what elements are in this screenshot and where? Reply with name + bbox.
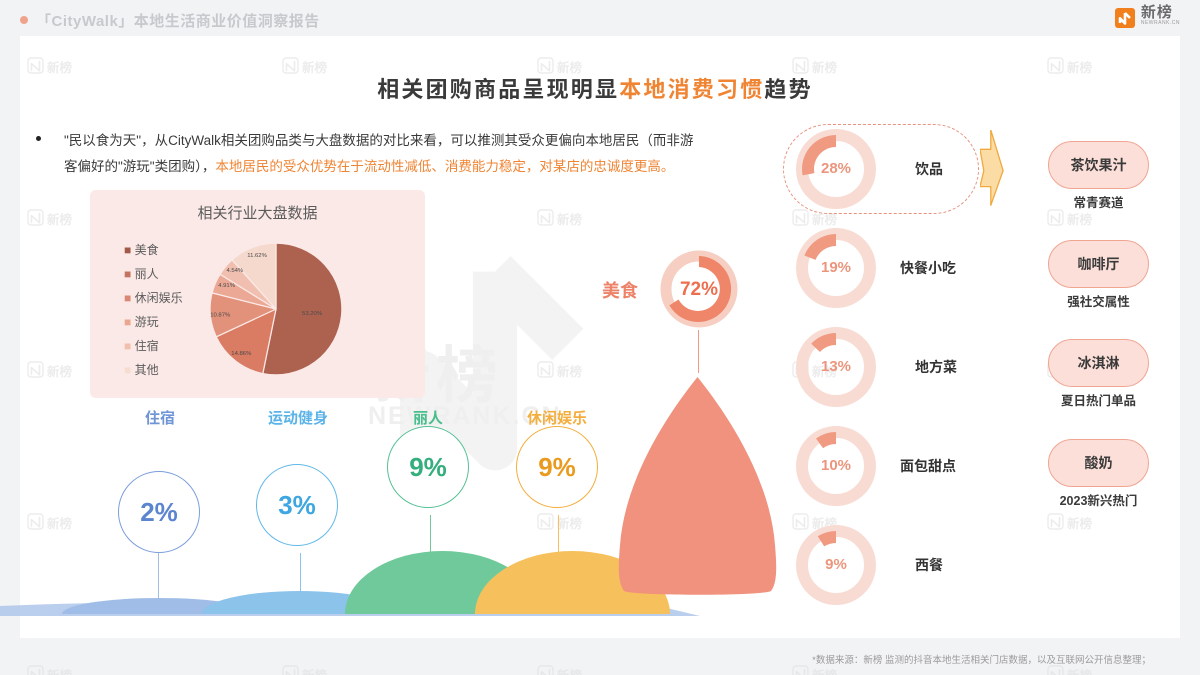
svg-text:4.91%: 4.91% xyxy=(218,283,235,289)
svg-text:9%: 9% xyxy=(825,556,847,573)
svg-text:11.62%: 11.62% xyxy=(247,253,267,259)
svg-text:10.87%: 10.87% xyxy=(210,312,231,318)
svg-text:10%: 10% xyxy=(821,457,851,474)
svg-text:4.54%: 4.54% xyxy=(226,268,243,274)
svg-text:28%: 28% xyxy=(821,160,851,177)
svg-text:14.86%: 14.86% xyxy=(231,351,252,357)
svg-text:19%: 19% xyxy=(821,259,851,276)
svg-text:13%: 13% xyxy=(821,358,851,375)
svg-text:53.20%: 53.20% xyxy=(302,311,323,317)
svg-text:72%: 72% xyxy=(680,279,718,300)
